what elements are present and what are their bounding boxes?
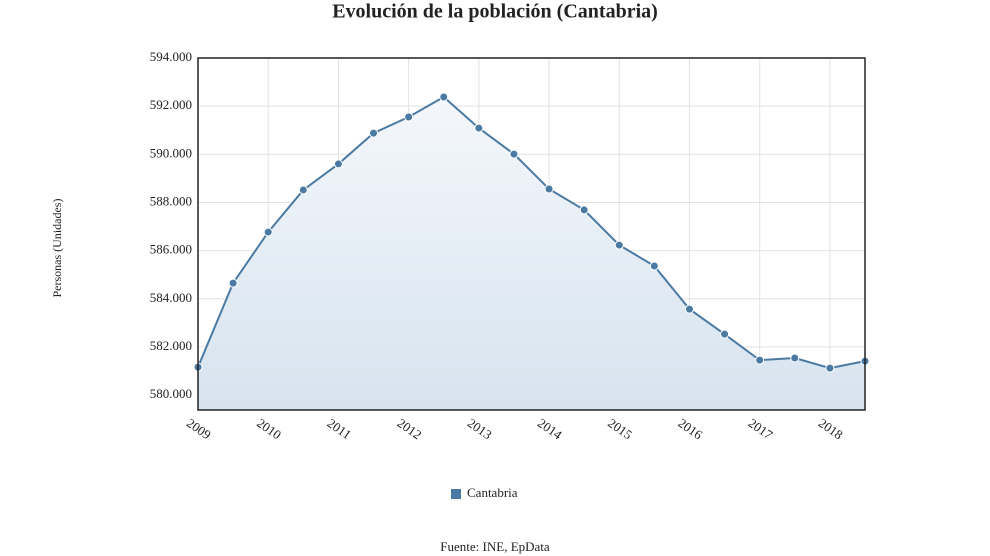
point: [404, 112, 414, 122]
x-tick-label: 2011: [325, 415, 355, 442]
y-tick-label: 592.000: [150, 97, 192, 112]
point: [298, 185, 308, 195]
y-tick-label: 594.000: [150, 49, 192, 64]
point: [755, 355, 765, 365]
y-tick-label: 580.000: [150, 386, 192, 401]
point: [509, 149, 519, 159]
point: [825, 363, 835, 373]
x-tick-label: 2017: [746, 415, 776, 442]
point: [228, 278, 238, 288]
point: [544, 184, 554, 194]
y-tick-label: 588.000: [150, 193, 192, 208]
legend-label: Cantabria: [467, 485, 518, 500]
point: [369, 128, 379, 138]
point: [439, 92, 449, 102]
plot-border: [197, 57, 866, 411]
point: [579, 205, 589, 215]
point: [790, 353, 800, 363]
x-tick-label: 2015: [605, 415, 635, 442]
legend-swatch: [451, 489, 461, 499]
point: [474, 123, 484, 133]
point: [684, 304, 694, 314]
x-tick-label: 2010: [254, 415, 284, 442]
x-tick-label: 2018: [816, 415, 846, 442]
point: [263, 227, 273, 237]
line: [197, 95, 866, 370]
y-tick-label: 586.000: [150, 242, 192, 257]
y-tick-label: 590.000: [150, 145, 192, 160]
area: [198, 97, 865, 411]
x-tick-label: 2014: [535, 415, 565, 442]
x-tick-label: 2016: [675, 415, 705, 442]
chart-title: Evolución de la población (Cantabria): [332, 1, 658, 23]
point: [614, 240, 624, 250]
x-tick-label: 2012: [395, 415, 425, 442]
point: [649, 261, 659, 271]
y-tick-label: 584.000: [150, 290, 192, 305]
y-axis-label: Personas (Unidades): [50, 199, 64, 298]
x-tick-label: 2009: [184, 415, 214, 442]
source: Fuente: INE, EpData: [440, 539, 550, 554]
point: [720, 329, 730, 339]
y-tick-label: 582.000: [150, 338, 192, 353]
x-tick-label: 2013: [465, 415, 495, 442]
point: [333, 159, 343, 169]
